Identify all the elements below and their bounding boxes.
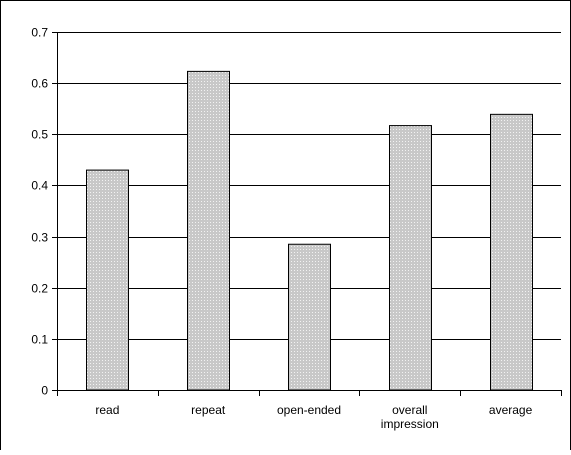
x-tick-label: average: [489, 403, 533, 417]
y-tick-label: 0.7: [31, 26, 48, 40]
axes: [52, 32, 562, 396]
y-tick-label: 0.3: [31, 231, 48, 245]
x-tick-label: repeat: [191, 403, 226, 417]
y-tick-label: 0.5: [31, 128, 48, 142]
y-tick-label: 0.6: [31, 77, 48, 91]
bar-open-ended: [288, 243, 331, 391]
bars: [86, 70, 533, 391]
bar-read: [86, 169, 129, 391]
y-tick-label: 0: [41, 384, 48, 398]
x-tick-label: overall impression: [381, 403, 439, 431]
bar-overall-impression: [389, 125, 432, 391]
bar-repeat: [187, 70, 230, 391]
x-tick-label: open-ended: [277, 403, 341, 417]
y-tick-label: 0.1: [31, 333, 48, 347]
y-tick-label: 0.4: [31, 179, 48, 193]
x-tick-label: read: [95, 403, 119, 417]
y-tick-labels: 0 0.1 0.2 0.3 0.4 0.5 0.6 0.7: [31, 26, 48, 398]
bar-average: [490, 113, 533, 391]
y-tick-label: 0.2: [31, 282, 48, 296]
x-tick-labels: read repeat open-ended overall impression ave…: [95, 403, 532, 431]
